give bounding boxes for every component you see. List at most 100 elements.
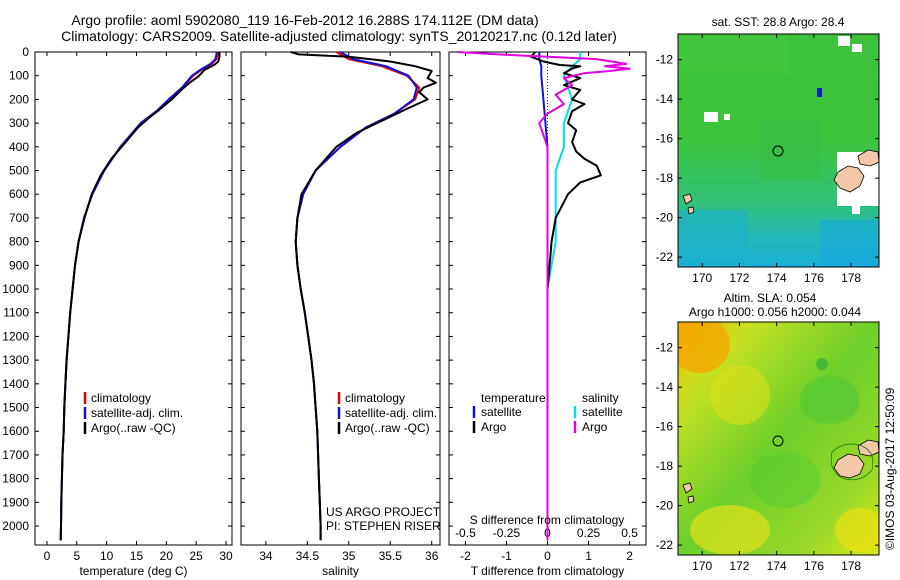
series-line-satellite xyxy=(59,52,218,541)
legend-label-climatology: climatology xyxy=(345,391,405,405)
map-x-tick-label: 170 xyxy=(692,559,712,573)
sst-map-axes: 170 172 174 176 178 -12 -14 -16 -18 -20 -22 xyxy=(656,34,879,285)
y-tick-label: 1500 xyxy=(2,401,29,415)
map-x-tick-label: 176 xyxy=(804,271,824,285)
y-tick-label: 1200 xyxy=(2,329,29,343)
fiji-island xyxy=(857,149,879,167)
legend-label-argo: Argo(..raw -QC) xyxy=(345,421,430,435)
fiji-island xyxy=(833,453,865,479)
figure-title-line2: Climatology: CARS2009. Satellite-adjuste… xyxy=(61,28,617,44)
y-tick-label: 1300 xyxy=(2,353,29,367)
legend-label-t-satellite: satellite xyxy=(481,405,522,419)
y-tick-label: 1000 xyxy=(2,282,29,296)
cloud-mask xyxy=(852,44,862,52)
legend-label-s-satellite: satellite xyxy=(582,405,623,419)
sla-map-title-line1: Altim. SLA: 0.054 xyxy=(724,291,817,305)
argo-position-marker xyxy=(772,145,784,157)
sst-patch xyxy=(760,120,820,180)
map-y-tick-label: -22 xyxy=(656,538,674,552)
map-y-tick-label: -18 xyxy=(656,459,674,473)
island xyxy=(682,193,693,205)
y-tick-label: 1400 xyxy=(2,377,29,391)
sst-map-title: sat. SST: 28.8 Argo: 28.4 xyxy=(712,15,845,29)
legend-title-temperature: temperature xyxy=(481,391,546,405)
sla-low xyxy=(800,376,860,424)
s-tick-label: -0.5 xyxy=(455,526,476,540)
series-line-argo xyxy=(290,51,437,541)
temperature-legend: climatology satellite-adj. clim. Argo(..… xyxy=(83,391,183,435)
island xyxy=(687,495,695,504)
y-tick-label: 800 xyxy=(9,235,29,249)
sla-map-title-line2: Argo h1000: 0.056 h2000: 0.044 xyxy=(689,305,861,319)
salinity-panel: 34 34.5 35 35.5 36 salinity xyxy=(240,51,441,578)
legend-label-climatology: climatology xyxy=(91,391,151,405)
y-tick-label: 400 xyxy=(9,140,29,154)
sla-high xyxy=(835,508,879,552)
project-credit: US ARGO PROJECT xyxy=(326,505,441,519)
sst-patch xyxy=(678,210,748,267)
x-tick-label: 36 xyxy=(425,549,439,563)
cloud-mask xyxy=(704,112,718,122)
s-difference-axis-label: S difference from climatology xyxy=(470,513,625,527)
y-tick-label: 1800 xyxy=(2,472,29,486)
y-tick-label: 1100 xyxy=(3,306,29,320)
map-y-tick-label: -18 xyxy=(656,171,674,185)
y-tick-label: 1600 xyxy=(2,424,29,438)
map-x-tick-label: 174 xyxy=(767,271,787,285)
sst-patch xyxy=(678,34,788,74)
x-tick-label: -1 xyxy=(501,549,512,563)
x-tick-label: 35 xyxy=(342,549,356,563)
x-tick-label: 10 xyxy=(100,549,114,563)
y-tick-label: 200 xyxy=(9,92,29,106)
sst-map-frame xyxy=(677,33,880,268)
imos-timestamp: ©IMOS 03-Aug-2017 12:50:09 xyxy=(883,387,897,550)
map-y-tick-label: -14 xyxy=(656,92,674,106)
x-tick-label: 35.5 xyxy=(379,549,403,563)
series-line-climatology xyxy=(294,51,421,541)
legend-title-salinity: salinity xyxy=(582,391,619,405)
legend-label-satellite: satellite-adj. clim. xyxy=(345,406,437,420)
y-tick-label: 600 xyxy=(9,187,29,201)
x-tick-label: 0 xyxy=(544,549,551,563)
island xyxy=(682,482,693,494)
series-line-argo xyxy=(59,52,221,541)
sst-map: sat. SST: 28.8 Argo: 28.4 170 172 174 176 17… xyxy=(656,15,880,285)
map-y-tick-label: -22 xyxy=(656,250,674,264)
y-tick-label: 2000 xyxy=(2,519,29,533)
legend-label-argo: Argo(..raw -QC) xyxy=(91,421,176,435)
series-line-satellite_s xyxy=(546,52,582,541)
map-y-tick-label: -20 xyxy=(656,499,674,513)
s-tick-label: 0.5 xyxy=(621,526,638,540)
sst-patch xyxy=(820,220,879,267)
map-y-tick-label: -12 xyxy=(656,341,674,355)
map-y-tick-label: -14 xyxy=(656,380,674,394)
x-axis-label: salinity xyxy=(322,564,359,578)
series-line-satellite xyxy=(294,51,418,541)
y-tick-label: 300 xyxy=(9,116,29,130)
fiji-island xyxy=(833,165,865,193)
sla-low xyxy=(750,452,820,508)
sla-high xyxy=(678,322,730,373)
sla-high xyxy=(710,365,770,425)
legend-label-s-argo: Argo xyxy=(582,420,608,434)
x-tick-label: 0 xyxy=(44,549,51,563)
sla-low xyxy=(816,358,828,370)
series-line-argo xyxy=(530,51,602,541)
sla-high xyxy=(690,505,770,555)
cold-spot xyxy=(817,88,822,97)
cloud-mask xyxy=(724,114,730,120)
s-tick-label: 0.25 xyxy=(577,526,601,540)
x-tick-label: 34.5 xyxy=(296,549,320,563)
cloud-mask xyxy=(838,36,850,46)
legend-label-t-argo: Argo xyxy=(481,420,507,434)
x-axis-label: temperature (deg C) xyxy=(79,564,187,578)
salinity-legend: climatology satellite-adj. clim. Argo(..… xyxy=(337,391,437,435)
sla-map-axes: 170 172 174 176 178 -12 -14 -16 -18 -20 -22 xyxy=(656,322,879,573)
s-tick-label: -0.25 xyxy=(493,526,521,540)
difference-legend: temperature satellite Argo salinity sate… xyxy=(472,391,623,434)
y-tick-label: 900 xyxy=(9,258,29,272)
map-x-tick-label: 172 xyxy=(729,271,749,285)
map-x-tick-label: 170 xyxy=(692,271,712,285)
cloud-mask xyxy=(852,206,860,214)
